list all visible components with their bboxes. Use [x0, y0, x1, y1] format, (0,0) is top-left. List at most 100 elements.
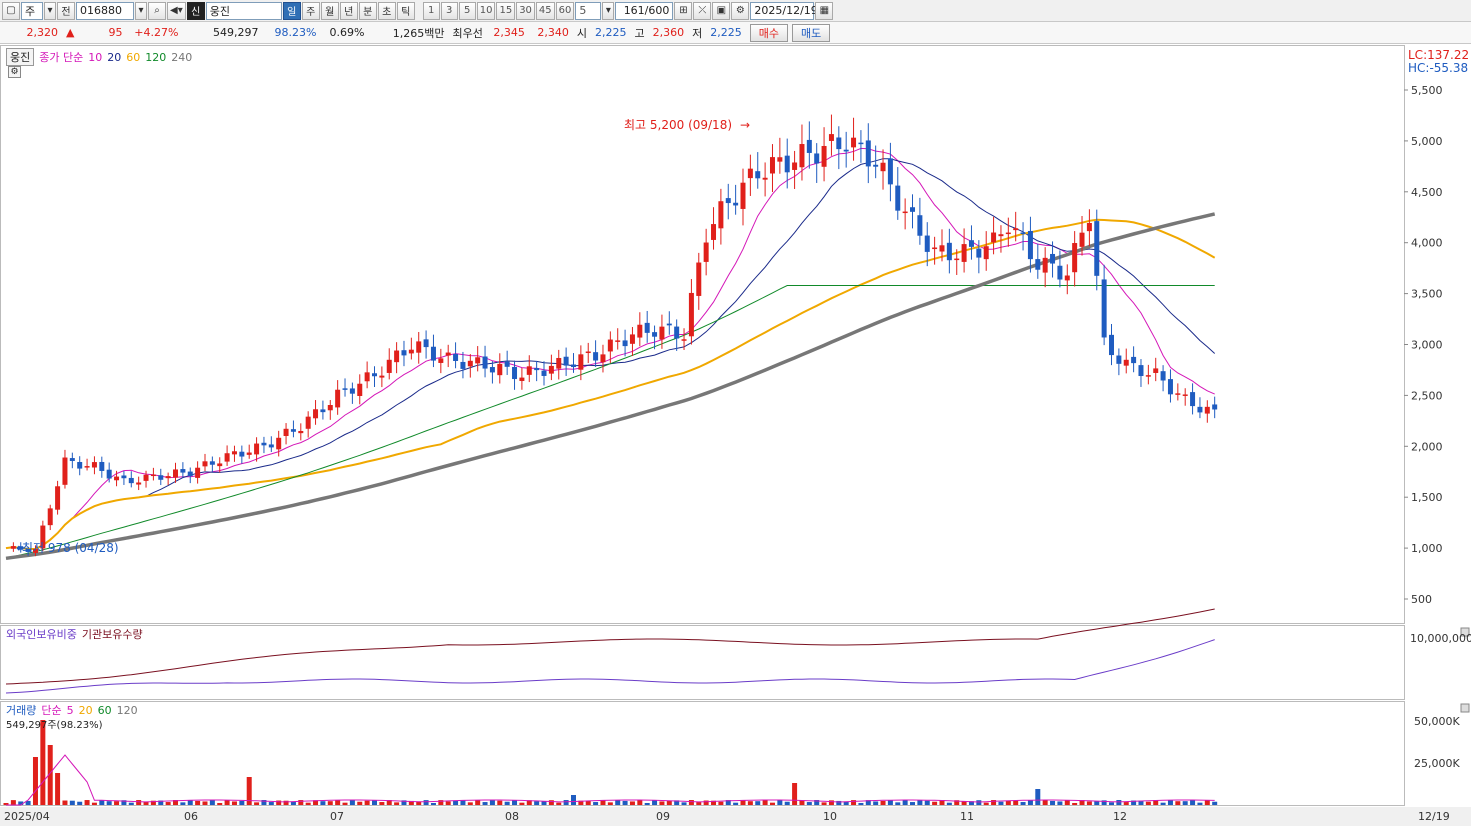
stock-tag[interactable]: 웅진: [6, 48, 35, 66]
period-minute[interactable]: 분: [358, 1, 377, 20]
tools-icon[interactable]: ⤫: [693, 1, 712, 20]
vol-ma20-legend[interactable]: 20: [78, 703, 93, 717]
x-label-dec: 12: [1113, 810, 1127, 823]
interval-10[interactable]: 10: [476, 1, 496, 20]
foreign-holding-legend[interactable]: 외국인보유비중: [6, 628, 77, 641]
candle-body: [1050, 253, 1056, 264]
period-year[interactable]: 년: [339, 1, 358, 20]
quote-row: 2,320 ▲ 95 +4.27% 549,297 98.23% 0.69% 1…: [0, 22, 1471, 44]
settings-gear-icon[interactable]: ⚙: [731, 1, 750, 20]
x-label-sep: 09: [656, 810, 670, 823]
volume-bar: [349, 800, 355, 805]
volume-bar: [467, 802, 473, 805]
y-tick-label: 5,000: [1411, 135, 1443, 148]
volume-panel-frame: [0, 701, 1405, 806]
ma10-legend[interactable]: 10: [88, 50, 103, 64]
candle-body: [998, 234, 1004, 237]
interval-45[interactable]: 45: [535, 1, 555, 20]
ma240-legend[interactable]: 240: [171, 50, 193, 64]
interval-1[interactable]: 1: [422, 1, 440, 20]
code-dropdown-icon[interactable]: ▾: [135, 1, 147, 20]
candle-body: [231, 451, 237, 455]
volume-panel-resize-handle[interactable]: [1460, 703, 1470, 713]
interval-5[interactable]: 5: [458, 1, 476, 20]
period-week[interactable]: 주: [301, 1, 320, 20]
candle-body: [1109, 334, 1114, 356]
candle-body: [836, 137, 842, 150]
candle-body: [1131, 356, 1137, 364]
volume-bar: [1079, 800, 1085, 805]
vol-ma120-legend[interactable]: 120: [116, 703, 138, 717]
buy-button[interactable]: 매수: [749, 23, 788, 42]
volume-legend-label[interactable]: 거래량: [6, 704, 37, 717]
interval-60[interactable]: 60: [555, 1, 575, 20]
volume-bar: [327, 801, 333, 805]
volume-bar: [792, 783, 798, 805]
interval-3[interactable]: 3: [440, 1, 458, 20]
volume-bar: [939, 800, 945, 805]
period-tick[interactable]: 틱: [396, 1, 415, 20]
chart-options-icon[interactable]: ⚙: [8, 66, 21, 78]
candle-body: [209, 461, 215, 465]
period-second[interactable]: 초: [377, 1, 396, 20]
date-field[interactable]: 2025/12/19: [750, 1, 818, 20]
speaker-icon[interactable]: ◀▾: [167, 1, 186, 20]
volume-bar: [504, 801, 510, 805]
volume-bar: [1101, 800, 1107, 805]
volume-bar: [784, 801, 790, 805]
volume-bar: [747, 801, 753, 805]
hc-label: HC:-55.38: [1408, 61, 1468, 75]
candle-body: [283, 428, 289, 437]
candle-body: [497, 363, 503, 376]
ma60-legend[interactable]: 60: [126, 50, 141, 64]
candle-body: [268, 444, 274, 448]
interval-30[interactable]: 30: [516, 1, 535, 20]
stock-name-field[interactable]: 웅진: [205, 1, 282, 20]
candle-body: [681, 339, 687, 341]
custom-interval-input[interactable]: 5: [575, 1, 602, 20]
foreign-holding-line: [5, 639, 1215, 694]
price-chart[interactable]: 5,500 5,000 4,500 4,000 3,500 3,000 2,500 2,000…: [0, 45, 1471, 826]
candle-body: [1064, 275, 1070, 281]
vol-ma5-legend[interactable]: 5: [66, 703, 74, 717]
volume-bar: [924, 800, 930, 805]
interval-dropdown-icon[interactable]: ▾: [602, 1, 615, 20]
volume-bar: [497, 800, 503, 805]
inst-holding-legend[interactable]: 기관보유수량: [81, 628, 143, 641]
layout-icon[interactable]: ▢: [2, 1, 20, 20]
candle-body: [526, 366, 532, 375]
market-dropdown-icon[interactable]: ▾: [44, 1, 56, 20]
ma60-line: [5, 218, 1216, 550]
ma120-legend[interactable]: 120: [145, 50, 167, 64]
high-annotation: 최고 5,200 (09/18): [624, 118, 732, 132]
ma20-legend[interactable]: 20: [107, 50, 122, 64]
candle-body: [548, 365, 554, 374]
holding-panel-resize-handle[interactable]: [1460, 627, 1470, 637]
save-icon[interactable]: ▣: [712, 1, 731, 20]
candle-body: [69, 458, 75, 461]
search-icon[interactable]: ⌕: [148, 1, 166, 20]
sell-button[interactable]: 매도: [791, 23, 831, 42]
candle-body: [246, 452, 252, 455]
chart-area[interactable]: 5,500 5,000 4,500 4,000 3,500 3,000 2,500 2,000…: [0, 45, 1471, 826]
market-select[interactable]: 주: [21, 1, 43, 20]
type-button[interactable]: 전: [57, 1, 75, 20]
current-price: 2,320: [26, 26, 59, 39]
candle-body: [489, 367, 495, 373]
candle-body: [349, 388, 355, 394]
volume-bar: [1035, 789, 1041, 805]
indicator-icon[interactable]: ⊞: [674, 1, 693, 20]
volume-bar: [1094, 800, 1100, 805]
candle-body: [688, 292, 694, 337]
code-input[interactable]: 016880: [76, 1, 134, 20]
candle-body: [534, 368, 540, 371]
volume-bar: [674, 800, 680, 805]
period-month[interactable]: 월: [320, 1, 339, 20]
period-day[interactable]: 일: [282, 1, 301, 20]
vol-ma60-legend[interactable]: 60: [97, 703, 112, 717]
count-field[interactable]: 161/600: [615, 1, 674, 20]
candle-body: [1167, 379, 1173, 395]
interval-15[interactable]: 15: [496, 1, 516, 20]
calendar-icon[interactable]: ▦: [815, 1, 834, 20]
candle-body: [976, 248, 982, 258]
